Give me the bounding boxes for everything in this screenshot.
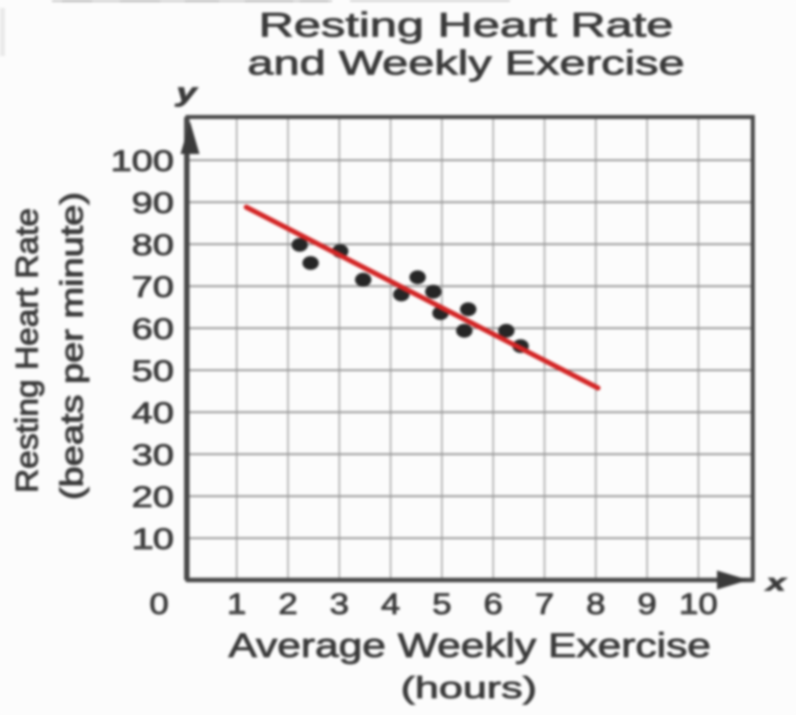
svg-text:4: 4 xyxy=(381,587,400,620)
svg-text:9: 9 xyxy=(637,587,656,620)
svg-text:Resting Heart Rate: Resting Heart Rate xyxy=(8,208,44,493)
svg-text:80: 80 xyxy=(132,229,174,262)
svg-text:y: y xyxy=(174,78,198,107)
svg-text:3: 3 xyxy=(330,587,349,620)
svg-text:and Weekly Exercise: and Weekly Exercise xyxy=(247,44,684,82)
svg-text:8: 8 xyxy=(586,587,605,620)
svg-text:Average Weekly Exercise: Average Weekly Exercise xyxy=(228,627,710,665)
svg-text:20: 20 xyxy=(132,481,174,514)
svg-text:30: 30 xyxy=(132,439,174,472)
svg-text:100: 100 xyxy=(110,145,174,178)
svg-text:(hours): (hours) xyxy=(401,670,537,705)
svg-text:2: 2 xyxy=(278,587,297,620)
svg-text:70: 70 xyxy=(132,271,174,304)
svg-text:90: 90 xyxy=(132,187,174,220)
svg-text:6: 6 xyxy=(484,587,503,620)
svg-text:0: 0 xyxy=(149,587,168,620)
svg-text:x: x xyxy=(764,570,788,596)
svg-text:60: 60 xyxy=(132,313,174,346)
svg-text:50: 50 xyxy=(132,355,174,388)
svg-text:Resting Heart Rate: Resting Heart Rate xyxy=(259,6,674,44)
svg-text:(beats per minute): (beats per minute) xyxy=(54,192,89,500)
svg-text:7: 7 xyxy=(535,587,554,620)
svg-text:10: 10 xyxy=(132,523,174,556)
svg-text:10: 10 xyxy=(679,587,718,620)
svg-text:5: 5 xyxy=(432,587,451,620)
svg-text:40: 40 xyxy=(132,397,174,430)
svg-text:1: 1 xyxy=(227,587,246,620)
